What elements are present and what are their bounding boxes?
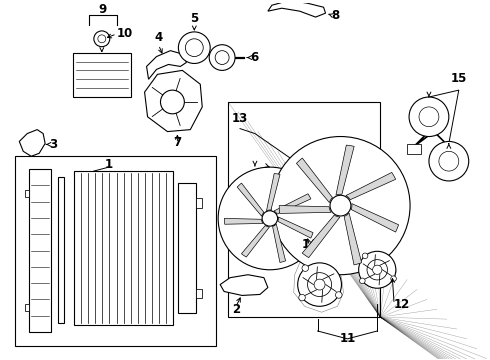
Bar (73, 53, 131, 97)
Text: 14: 14 (301, 238, 318, 251)
Circle shape (360, 278, 365, 284)
Bar (74, 171, 173, 325)
Polygon shape (336, 145, 354, 195)
Circle shape (419, 107, 439, 127)
Circle shape (262, 211, 278, 226)
Polygon shape (279, 206, 331, 213)
Polygon shape (302, 215, 340, 258)
Polygon shape (224, 219, 263, 224)
Circle shape (439, 151, 459, 171)
Bar (58, 177, 64, 323)
Text: 11: 11 (339, 332, 356, 345)
Polygon shape (220, 275, 268, 296)
Circle shape (429, 141, 469, 181)
Bar (25, 190, 29, 198)
Circle shape (218, 167, 321, 270)
Polygon shape (351, 203, 398, 232)
Circle shape (362, 253, 368, 258)
Circle shape (178, 32, 210, 63)
Text: 2: 2 (232, 303, 240, 316)
Polygon shape (147, 51, 186, 79)
Text: 9: 9 (98, 3, 107, 16)
Circle shape (330, 195, 351, 216)
Polygon shape (346, 172, 395, 200)
Bar (178, 183, 196, 313)
Text: 3: 3 (49, 138, 57, 151)
Bar (15, 156, 216, 346)
Text: 1: 1 (105, 158, 113, 171)
Text: 10: 10 (117, 27, 133, 40)
Text: 12: 12 (394, 298, 411, 311)
Circle shape (94, 31, 110, 47)
Polygon shape (274, 194, 311, 214)
Polygon shape (268, 0, 325, 17)
Bar (228, 102, 380, 317)
Circle shape (98, 35, 106, 43)
Circle shape (209, 45, 235, 71)
Polygon shape (242, 226, 270, 257)
Bar (407, 144, 421, 154)
Circle shape (161, 90, 184, 114)
Circle shape (298, 263, 342, 306)
Text: 13: 13 (232, 112, 248, 125)
Circle shape (336, 292, 342, 298)
Polygon shape (237, 183, 264, 216)
Circle shape (302, 265, 309, 271)
Bar (29, 169, 51, 332)
Text: 4: 4 (154, 31, 163, 44)
Polygon shape (278, 217, 313, 238)
Circle shape (314, 279, 325, 290)
Circle shape (271, 136, 410, 275)
Circle shape (308, 273, 332, 297)
Circle shape (391, 276, 396, 282)
Circle shape (409, 97, 449, 136)
Text: 5: 5 (190, 12, 198, 25)
Polygon shape (296, 158, 332, 203)
Polygon shape (145, 71, 202, 132)
Circle shape (372, 265, 382, 274)
Text: 6: 6 (250, 51, 258, 64)
Bar (196, 288, 202, 298)
Text: 7: 7 (173, 136, 181, 149)
Polygon shape (19, 130, 45, 156)
Text: 15: 15 (451, 72, 467, 85)
Circle shape (215, 51, 229, 64)
Circle shape (185, 39, 203, 57)
Polygon shape (267, 174, 280, 211)
Circle shape (359, 251, 396, 288)
Circle shape (367, 260, 388, 280)
Circle shape (299, 294, 305, 301)
Bar (196, 198, 202, 208)
Polygon shape (272, 224, 286, 262)
Polygon shape (344, 213, 362, 265)
Text: 8: 8 (332, 9, 340, 22)
Bar (25, 303, 29, 311)
Polygon shape (294, 259, 343, 312)
